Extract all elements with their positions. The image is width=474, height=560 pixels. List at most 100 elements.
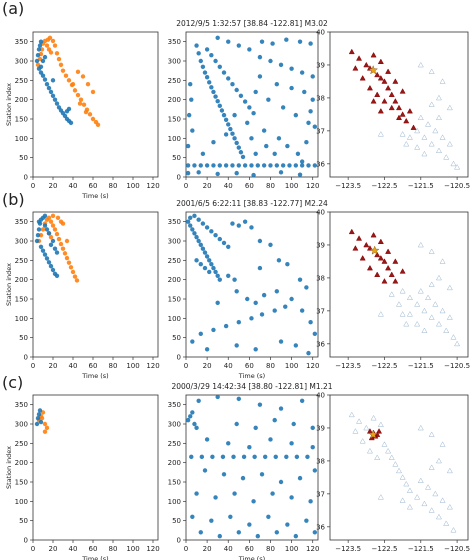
data-point-blue: [223, 323, 229, 329]
station-marker: [421, 150, 428, 157]
y-tick-label: 250: [168, 77, 181, 85]
data-point-blue: [228, 514, 233, 519]
y-tick-label: 0: [24, 537, 28, 545]
data-point-blue: [245, 120, 250, 126]
x-tick-label: 120: [306, 182, 319, 190]
data-point-blue: [188, 215, 193, 220]
x-tick-label: 80: [266, 362, 275, 370]
data-point-blue: [310, 445, 315, 450]
x-tick-label: −122.5: [372, 182, 398, 190]
station-marker-selected: [377, 58, 384, 64]
y-tick-label: 39: [316, 61, 325, 69]
station-marker: [435, 147, 442, 153]
data-point-blue: [185, 219, 191, 224]
data-point-blue: [251, 499, 256, 504]
y-tick-label: 350: [15, 38, 28, 46]
data-point-blue: [50, 93, 56, 99]
data-point-orange: [50, 213, 56, 219]
station-marker-selected: [359, 75, 366, 81]
x-tick-label: 60: [89, 545, 98, 553]
station-marker: [435, 94, 442, 101]
y-tick-label: 39: [316, 241, 325, 249]
data-point-blue: [226, 39, 231, 44]
station-marker: [435, 457, 442, 464]
y-tick-label: 50: [19, 517, 28, 525]
station-marker: [363, 424, 370, 431]
station-marker: [432, 490, 439, 497]
data-point-blue: [278, 170, 284, 175]
data-point-blue: [293, 343, 299, 348]
station-marker-selected: [348, 48, 355, 55]
data-point-orange: [60, 246, 66, 251]
y-tick-label: 37: [316, 307, 325, 315]
data-point-blue: [247, 445, 252, 450]
x-tick-label: −123.5: [335, 545, 361, 553]
x-tick-label: −123.5: [335, 362, 361, 370]
station-marker-selected: [406, 107, 413, 114]
station-marker: [428, 281, 435, 287]
station-marker-selected: [348, 228, 355, 235]
y-tick-label: 38: [316, 94, 325, 102]
y-tick-label: 150: [168, 296, 181, 304]
data-point-blue: [263, 454, 268, 460]
station-marker-selected: [377, 75, 384, 81]
data-point-blue: [211, 327, 216, 333]
y-tick-label: 350: [168, 38, 181, 46]
data-point-blue: [304, 518, 309, 523]
station-marker: [439, 441, 446, 447]
data-point-blue: [200, 64, 206, 70]
data-point-blue: [299, 70, 305, 75]
station-marker: [370, 414, 377, 421]
data-point-orange: [80, 74, 86, 79]
y-tick-label: 350: [15, 401, 28, 409]
data-point-orange: [58, 62, 64, 68]
station-marker: [374, 454, 381, 460]
data-point-blue: [272, 151, 277, 156]
data-point-blue: [226, 273, 231, 278]
data-point-blue: [305, 454, 310, 460]
data-point-orange: [50, 38, 56, 44]
data-point-blue: [217, 236, 222, 242]
data-point-blue: [257, 74, 263, 79]
data-point-blue: [228, 126, 233, 132]
data-point-blue: [185, 143, 191, 149]
data-point-orange: [83, 109, 89, 115]
y-tick-label: 150: [168, 479, 181, 487]
station-marker: [428, 68, 435, 74]
data-point-blue: [185, 417, 191, 423]
data-point-blue: [255, 533, 261, 539]
data-point-blue: [274, 82, 280, 87]
data-point-blue: [268, 163, 273, 168]
station-marker: [399, 131, 406, 137]
station-marker-selected: [392, 258, 399, 264]
data-point-blue: [198, 163, 203, 168]
data-point-blue: [234, 421, 239, 427]
y-axis-label: Station index: [5, 83, 13, 126]
station-marker: [435, 320, 442, 327]
data-point-blue: [207, 80, 212, 85]
data-point-blue: [52, 246, 58, 251]
station-marker-selected: [392, 98, 399, 104]
data-point-blue: [236, 163, 241, 168]
y-tick-label: 100: [168, 315, 181, 323]
data-point-blue: [278, 339, 284, 344]
data-point-blue: [289, 85, 294, 91]
data-point-blue: [36, 412, 42, 417]
y-axis-label: Station index: [5, 263, 13, 306]
data-point-blue: [259, 472, 265, 477]
x-axis-label: Time (s): [238, 372, 265, 380]
station-marker: [406, 294, 413, 301]
epicenter-star: [368, 65, 379, 75]
data-point-blue: [299, 308, 305, 313]
data-point-blue: [202, 265, 208, 271]
data-point-blue: [312, 124, 318, 129]
y-tick-label: 100: [15, 315, 28, 323]
data-point-blue: [217, 533, 222, 539]
data-point-blue: [247, 105, 252, 110]
data-point-blue: [189, 97, 194, 102]
data-point-blue: [217, 103, 222, 109]
data-point-blue: [297, 475, 303, 481]
data-point-blue: [194, 43, 199, 48]
x-tick-label: 60: [245, 182, 254, 190]
